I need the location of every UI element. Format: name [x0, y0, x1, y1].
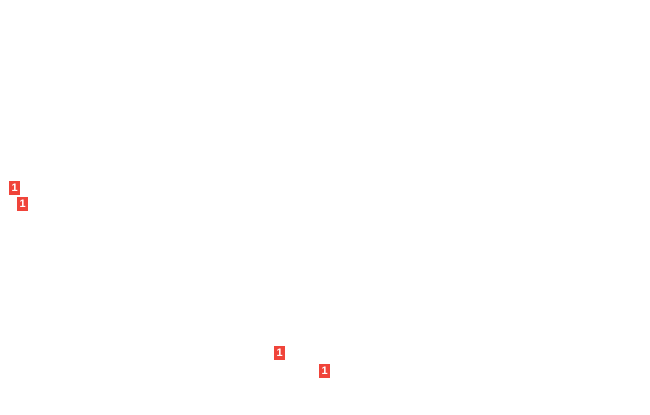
- count-badge-4: 1: [319, 364, 330, 378]
- count-badge-1: 1: [9, 181, 20, 195]
- count-badge-2: 1: [17, 197, 28, 211]
- count-badge-3: 1: [274, 346, 285, 360]
